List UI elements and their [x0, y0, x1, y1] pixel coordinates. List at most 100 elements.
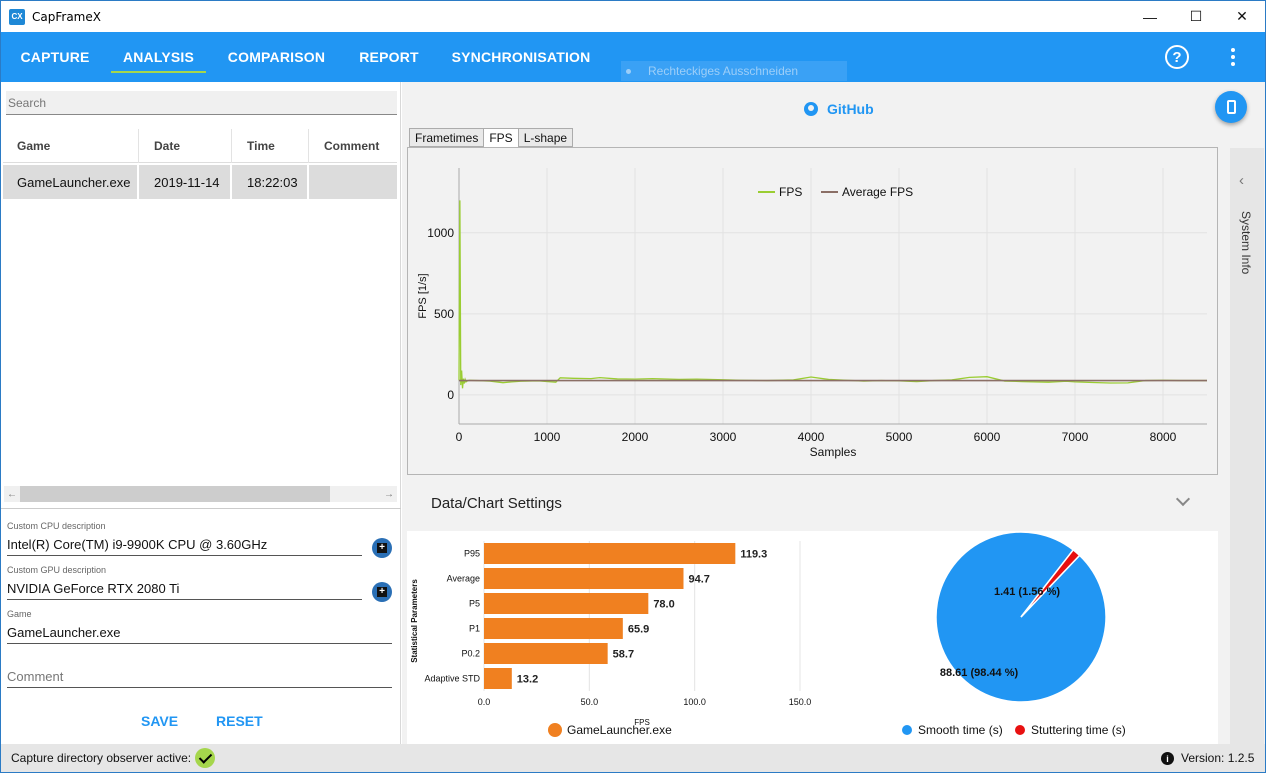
- bar-category-label: P1: [469, 624, 480, 634]
- bar-category-label: P95: [464, 549, 480, 559]
- fps-chart-frame: 0 1000 2000 3000 4000 5000 6000 7000 8000 0 500 100…: [407, 147, 1218, 475]
- bar-x-tick-label: 150.0: [789, 697, 812, 707]
- window-controls: — ☐ ✕: [1127, 1, 1265, 32]
- tab-l-shape[interactable]: L-shape: [517, 128, 574, 147]
- bar-value-label: 13.2: [517, 674, 538, 686]
- bar: [484, 543, 736, 564]
- bar: [484, 593, 649, 614]
- record-list-panel: Search Game Date Time Comment GameLaunch…: [1, 82, 401, 744]
- cpu-description-label: Custom CPU description: [7, 521, 106, 531]
- pie-slice-label: 1.41 (1.56 %): [994, 586, 1060, 598]
- bar-x-tick-label: 0.0: [478, 697, 491, 707]
- bar-category-label: Average: [447, 574, 480, 584]
- pie-slice-label: 88.61 (98.44 %): [940, 667, 1019, 679]
- scroll-left-icon[interactable]: ←: [7, 488, 17, 500]
- help-icon[interactable]: ?: [1165, 45, 1189, 69]
- main-nav: CAPTURE ANALYSIS COMPARISON REPORT Recht…: [1, 32, 1265, 82]
- statistics-area: 0.0 50.0 100.0 150.0 P95 119.3 Average 94.7 P5 78…: [407, 531, 1218, 744]
- legend-series-swatch: [548, 723, 562, 737]
- screenshot-fab-button[interactable]: [1215, 91, 1247, 123]
- legend-smooth-swatch: [902, 725, 912, 735]
- table-row[interactable]: GameLauncher.exe 2019-11-14 18:22:03: [3, 165, 397, 199]
- tab-comparison[interactable]: COMPARISON: [227, 49, 326, 65]
- scroll-right-icon[interactable]: →: [384, 488, 394, 500]
- stutter-pie-chart: 88.61 (98.44 %) 1.41 (1.56 %) Smooth time …: [902, 531, 1126, 737]
- save-button[interactable]: SAVE: [141, 713, 179, 729]
- search-input[interactable]: Search: [6, 91, 397, 115]
- x-tick-label: 1000: [534, 430, 561, 444]
- version-text: Version: 1.2.5: [1181, 751, 1255, 765]
- github-link[interactable]: GitHub: [804, 101, 874, 117]
- bar-value-label: 78.0: [653, 599, 674, 611]
- minimize-button[interactable]: —: [1143, 8, 1157, 25]
- tab-report[interactable]: REPORT: [359, 49, 419, 65]
- maximize-button[interactable]: ☐: [1189, 8, 1203, 24]
- column-header-date[interactable]: Date: [139, 129, 232, 163]
- pie-slice: [1020, 548, 1081, 618]
- more-options-icon[interactable]: [1223, 46, 1243, 68]
- reset-button[interactable]: RESET: [216, 713, 263, 729]
- x-tick-label: 6000: [974, 430, 1001, 444]
- observer-status-text: Capture directory observer active:: [11, 751, 192, 765]
- data-chart-settings-expander[interactable]: Data/Chart Settings: [407, 479, 1218, 527]
- column-header-time[interactable]: Time: [232, 129, 309, 163]
- bar: [484, 668, 512, 689]
- divider: [1, 508, 401, 509]
- bar-x-axis-label: FPS: [634, 718, 650, 727]
- horizontal-scrollbar[interactable]: ← →: [4, 486, 397, 502]
- bar: [484, 568, 684, 589]
- check-icon: [195, 748, 215, 768]
- column-header-comment[interactable]: Comment: [324, 139, 380, 153]
- y-axis-label: FPS [1/s]: [417, 273, 429, 318]
- bar-category-label: Adaptive STD: [424, 674, 480, 684]
- bar-x-tick-label: 100.0: [683, 697, 706, 707]
- tab-analysis[interactable]: ANALYSIS: [122, 49, 195, 65]
- fps-chart: 0 1000 2000 3000 4000 5000 6000 7000 8000 0 500 100…: [417, 168, 1207, 459]
- tab-frametimes[interactable]: Frametimes: [409, 128, 485, 147]
- chevron-left-icon[interactable]: ‹: [1239, 172, 1244, 189]
- records-grid-header: Game Date Time Comment: [3, 129, 397, 163]
- column-header-game[interactable]: Game: [3, 129, 139, 163]
- x-tick-label: 7000: [1062, 430, 1089, 444]
- cpu-description-field[interactable]: Intel(R) Core(TM) i9-9900K CPU @ 3.60GHz: [7, 537, 362, 556]
- tab-capture[interactable]: CAPTURE: [20, 49, 90, 65]
- github-icon: [804, 102, 818, 116]
- chevron-down-icon[interactable]: [1175, 491, 1191, 507]
- info-icon[interactable]: i: [1161, 752, 1174, 765]
- x-tick-label: 3000: [710, 430, 737, 444]
- add-cpu-button[interactable]: +: [372, 538, 392, 558]
- settings-title: Data/Chart Settings: [431, 494, 562, 512]
- x-tick-label: 4000: [798, 430, 825, 444]
- tab-synchronisation[interactable]: SYNCHRONISATION: [451, 49, 591, 65]
- cell-game: GameLauncher.exe: [3, 165, 139, 199]
- scrollbar-thumb[interactable]: [20, 486, 330, 502]
- close-button[interactable]: ✕: [1236, 8, 1248, 24]
- x-tick-label: 8000: [1150, 430, 1177, 444]
- x-tick-label: 5000: [886, 430, 913, 444]
- legend-smooth-label: Smooth time (s): [918, 723, 1003, 737]
- system-info-panel[interactable]: ‹ System Info: [1230, 148, 1264, 744]
- tab-fps[interactable]: FPS: [483, 128, 519, 148]
- bar-value-label: 119.3: [740, 549, 767, 561]
- x-tick-label: 2000: [622, 430, 649, 444]
- statistics-bar-chart: 0.0 50.0 100.0 150.0 P95 119.3 Average 94.7 P5 78…: [410, 541, 812, 737]
- fps-series-line: [458, 200, 1207, 389]
- phone-icon: [1226, 100, 1236, 114]
- game-field[interactable]: GameLauncher.exe: [7, 625, 392, 644]
- cell-date: 2019-11-14: [139, 165, 232, 199]
- comment-field[interactable]: Comment: [7, 669, 392, 688]
- x-tick-label: 0: [456, 430, 463, 444]
- cell-comment: [309, 165, 397, 199]
- active-tab-indicator: [111, 71, 206, 73]
- app-title: CapFrameX: [32, 9, 101, 24]
- ghost-tooltip-text: Rechteckiges Ausschneiden: [648, 64, 799, 78]
- add-gpu-button[interactable]: +: [372, 582, 392, 602]
- legend-fps-label: FPS: [779, 185, 802, 199]
- title-bar: CX CapFrameX — ☐ ✕: [1, 1, 1265, 32]
- gpu-description-field[interactable]: NVIDIA GeForce RTX 2080 Ti: [7, 581, 362, 600]
- game-label: Game: [7, 609, 32, 619]
- gpu-description-label: Custom GPU description: [7, 565, 107, 575]
- bar: [484, 618, 623, 639]
- cell-time: 18:22:03: [232, 165, 309, 199]
